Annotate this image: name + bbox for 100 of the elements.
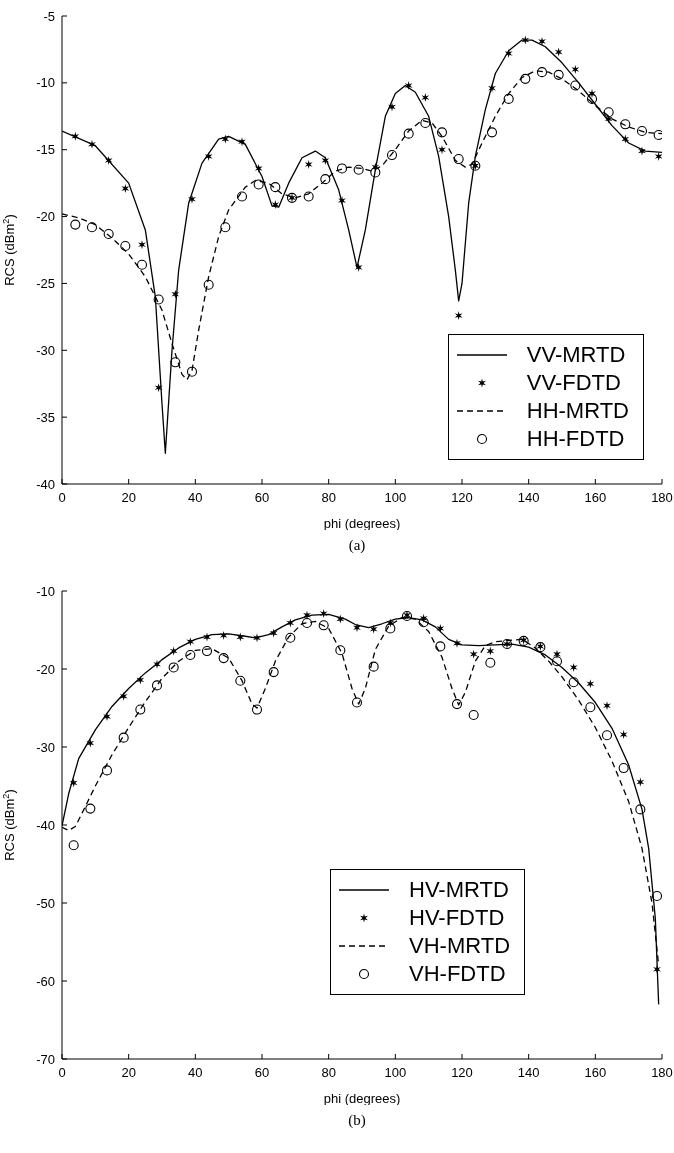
point (221, 134, 230, 144)
point (303, 610, 311, 620)
point (301, 617, 313, 629)
y-tick-label: -20 (36, 661, 55, 677)
point (318, 620, 329, 631)
text: (a) (347, 536, 367, 555)
point (638, 146, 646, 156)
x-tick-label: 20 (121, 490, 136, 506)
y-tick-label: -30 (36, 739, 55, 755)
point (269, 628, 278, 638)
point (236, 191, 248, 202)
point (203, 632, 211, 642)
point (101, 765, 113, 776)
y-tick-label: -10 (36, 583, 55, 599)
point (268, 667, 279, 678)
point (86, 738, 95, 748)
legend-label: HV-FDTD (409, 904, 505, 932)
point (369, 624, 378, 634)
x-tick-label: 0 (58, 1065, 66, 1081)
point (286, 618, 295, 628)
legend-label: HH-FDTD (526, 425, 625, 453)
point (186, 637, 195, 647)
x-tick-label: 40 (188, 490, 203, 506)
point (69, 778, 78, 788)
x-tick-label: 120 (451, 490, 473, 506)
x-tick-label: 100 (384, 1065, 407, 1081)
point (85, 803, 96, 814)
point (420, 117, 431, 129)
point (618, 763, 629, 774)
x-tick-label: 100 (384, 490, 407, 506)
legend-label: VH-FDTD (409, 960, 506, 988)
point (351, 697, 363, 708)
point (338, 196, 346, 206)
point (586, 93, 598, 104)
x-tick-label: 20 (121, 1065, 136, 1081)
point (651, 890, 662, 902)
point (520, 73, 531, 84)
x-tick-label: 80 (321, 490, 336, 506)
point (538, 36, 546, 46)
point (103, 712, 111, 722)
point (554, 47, 563, 57)
point (636, 777, 645, 787)
point (604, 114, 613, 124)
point (103, 228, 114, 239)
point (70, 219, 81, 230)
point (119, 691, 128, 701)
point (403, 128, 414, 139)
legend-label: VV-FDTD (526, 369, 621, 397)
y-tick-label: -25 (36, 276, 55, 292)
point (368, 661, 379, 672)
point (335, 645, 346, 656)
point (253, 179, 264, 190)
point (553, 69, 564, 80)
point (585, 702, 596, 713)
text: (b) (347, 1111, 367, 1130)
point (485, 657, 496, 668)
point (601, 730, 613, 741)
point (353, 164, 364, 175)
x-tick-label: 120 (451, 1065, 473, 1081)
point (353, 623, 361, 633)
point (453, 638, 461, 648)
point (203, 279, 214, 290)
point (171, 289, 180, 299)
point (570, 80, 581, 91)
y-tick-label: -40 (36, 476, 55, 492)
point (435, 641, 446, 652)
legend-label: VV-MRTD (526, 341, 626, 369)
point (270, 182, 281, 193)
point (218, 653, 229, 664)
y-tick-label: -10 (36, 75, 55, 91)
point (253, 633, 261, 643)
point (438, 145, 446, 155)
point (621, 134, 630, 144)
x-tick-label: 140 (517, 490, 540, 506)
point (620, 119, 631, 130)
x-tick-label: 80 (321, 1065, 336, 1081)
point (635, 804, 646, 815)
point (436, 127, 448, 138)
point (586, 679, 595, 689)
x-tick-label: 0 (58, 490, 66, 506)
point (135, 704, 146, 715)
x-tick-label: 60 (254, 1065, 270, 1081)
point (320, 174, 331, 185)
legend-label: HV-MRTD (409, 876, 509, 904)
point (235, 675, 246, 686)
y-tick-label: -30 (36, 342, 55, 358)
point (654, 151, 662, 161)
y-tick-label: -40 (36, 817, 55, 833)
point (603, 701, 611, 711)
point (136, 259, 148, 270)
x-tick-label: 180 (651, 490, 673, 506)
point (336, 614, 345, 624)
point (71, 131, 80, 141)
point (468, 709, 479, 721)
point (521, 35, 530, 45)
x-tick-label: 180 (651, 1065, 673, 1081)
y-tick-label: -35 (36, 409, 55, 425)
point (154, 383, 163, 393)
point (486, 127, 498, 138)
point (603, 107, 614, 118)
